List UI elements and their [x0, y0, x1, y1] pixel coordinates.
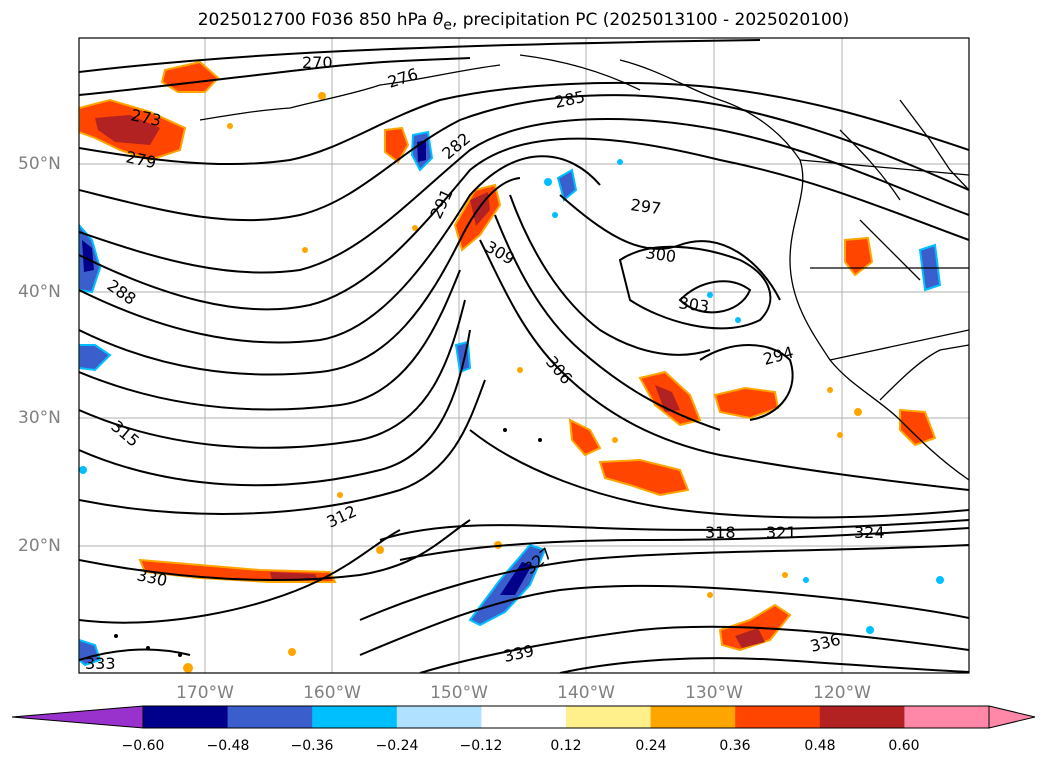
lon-label-160w: 160°W: [303, 683, 361, 703]
colorbar-segment: [819, 706, 905, 728]
colorbar-segments: [11, 705, 1036, 729]
map-title: 2025012700 F036 850 hPa θe, precipitatio…: [197, 10, 850, 34]
svg-text:303: 303: [677, 293, 710, 316]
colorbar-border: [142, 705, 990, 729]
colorbar-tick: 0.60: [888, 738, 920, 754]
svg-text:321: 321: [766, 523, 797, 542]
colorbar-segment: [650, 706, 736, 728]
colorbar-tick: −0.24: [375, 738, 419, 754]
colorbar-tick: −0.36: [290, 738, 334, 754]
lat-label-30n: 30°N: [18, 408, 61, 428]
lon-label-120w: 120°W: [813, 683, 871, 703]
colorbar-segment: [396, 706, 482, 728]
lon-label-140w: 140°W: [557, 683, 615, 703]
colorbar-extend-max: [988, 705, 1036, 729]
colorbar-extend-min: [11, 705, 144, 729]
precip-negative: [79, 130, 944, 667]
svg-text:300: 300: [644, 243, 677, 266]
islands: [114, 428, 542, 657]
colorbar-segment: [481, 706, 567, 728]
colorbar-tick: −0.60: [121, 738, 165, 754]
colorbar-segment: [227, 706, 313, 728]
plot-border: [78, 37, 970, 674]
colorbar-tick: 0.24: [635, 738, 667, 754]
svg-text:318: 318: [705, 523, 736, 542]
colorbar-tick: 0.36: [719, 738, 751, 754]
lon-label-150w: 150°W: [430, 683, 488, 703]
colorbar-segment: [566, 706, 652, 728]
theta-e-contours: [79, 39, 969, 673]
colorbar-segment: [735, 706, 821, 728]
lon-label-170w: 170°W: [176, 683, 234, 703]
colorbar-segment: [143, 706, 229, 728]
colorbar-tick: −0.48: [206, 738, 250, 754]
svg-text:333: 333: [85, 654, 116, 673]
lon-label-130w: 130°W: [685, 683, 743, 703]
svg-text:270: 270: [302, 53, 333, 72]
colorbar-tick: 0.48: [804, 738, 836, 754]
lat-label-50n: 50°N: [18, 154, 61, 174]
lat-label-40n: 40°N: [18, 282, 61, 302]
colorbar-tick: −0.12: [459, 738, 503, 754]
colorbar-segment: [312, 706, 398, 728]
lat-label-20n: 20°N: [18, 536, 61, 556]
svg-text:297: 297: [629, 195, 662, 218]
coastline: [199, 54, 969, 481]
colorbar-segment: [904, 706, 990, 728]
colorbar-tick: 0.12: [550, 738, 582, 754]
svg-text:324: 324: [854, 523, 885, 542]
